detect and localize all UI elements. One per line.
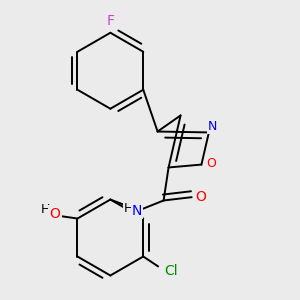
- Text: O: O: [50, 207, 61, 220]
- Text: Cl: Cl: [164, 264, 178, 278]
- Text: N: N: [208, 120, 218, 133]
- Text: H: H: [124, 202, 133, 215]
- Text: O: O: [196, 190, 206, 204]
- Text: N: N: [132, 204, 142, 218]
- Text: H: H: [40, 203, 50, 216]
- Text: O: O: [206, 158, 216, 170]
- Text: F: F: [106, 14, 114, 28]
